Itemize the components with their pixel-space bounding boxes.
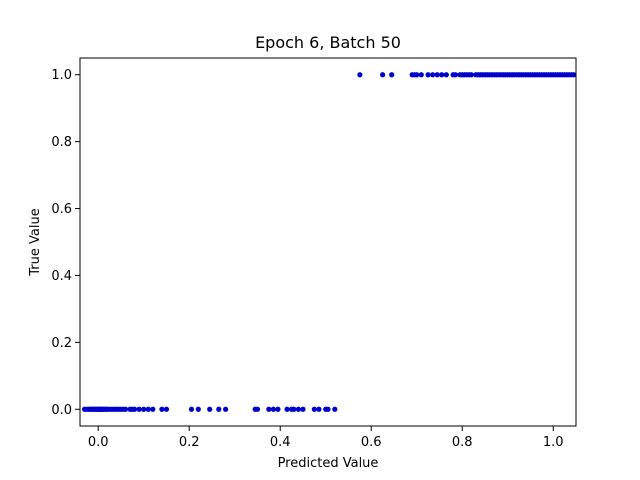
y-tick-label: 0.8 (51, 135, 72, 150)
data-point (207, 406, 213, 412)
data-point (452, 72, 459, 78)
data-point (284, 406, 290, 412)
x-tick-label: 0.4 (270, 435, 291, 450)
x-tick-label: 1.0 (543, 435, 564, 450)
x-tick-label: 0.2 (179, 435, 200, 450)
data-point (159, 406, 165, 412)
data-point (418, 72, 424, 78)
data-point (122, 406, 129, 412)
y-axis-title: True Value (28, 208, 43, 276)
x-tick-label: 0.6 (361, 435, 382, 450)
y-tick-label: 0.4 (51, 269, 72, 284)
data-point (270, 406, 276, 412)
data-point (332, 406, 338, 412)
data-point (389, 72, 395, 78)
x-tick-label: 0.0 (88, 435, 109, 450)
data-point (136, 406, 142, 412)
axes-frame (79, 57, 577, 427)
y-tick-label: 0.0 (51, 403, 72, 418)
data-point (430, 72, 436, 78)
data-point (266, 406, 272, 412)
data-point (425, 72, 431, 78)
data-point (163, 406, 170, 412)
y-tick-label: 0.6 (51, 202, 72, 217)
data-point (223, 406, 229, 412)
x-axis-title: Predicted Value (278, 456, 379, 471)
data-point (216, 406, 222, 412)
y-tick-label: 1.0 (51, 68, 72, 83)
y-tick-label: 0.2 (51, 336, 72, 351)
data-point (275, 406, 281, 412)
data-point (571, 72, 577, 78)
data-point (311, 406, 317, 412)
data-point (443, 72, 449, 78)
data-point (291, 406, 297, 412)
data-point (434, 72, 440, 78)
data-point (468, 72, 474, 78)
points-layer (81, 72, 577, 412)
data-point (141, 406, 147, 412)
x-axis-ticks: 0.0 0.2 0.4 0.6 0.8 1.0 (88, 426, 564, 450)
data-point (195, 406, 201, 412)
data-point (145, 406, 151, 412)
data-point (316, 406, 322, 412)
data-point (300, 406, 306, 412)
x-tick-label: 0.8 (452, 435, 473, 450)
data-point (132, 406, 138, 412)
data-point (380, 72, 386, 78)
data-point (295, 406, 302, 412)
chart-title: Epoch 6, Batch 50 (255, 33, 401, 52)
data-point (150, 406, 156, 412)
data-point (254, 406, 261, 412)
data-point (325, 406, 331, 412)
data-point (188, 406, 195, 412)
data-point (439, 72, 445, 78)
data-point (357, 72, 363, 78)
y-axis-ticks: 0.0 0.2 0.4 0.6 0.8 1.0 (51, 68, 80, 418)
data-point (414, 72, 420, 78)
